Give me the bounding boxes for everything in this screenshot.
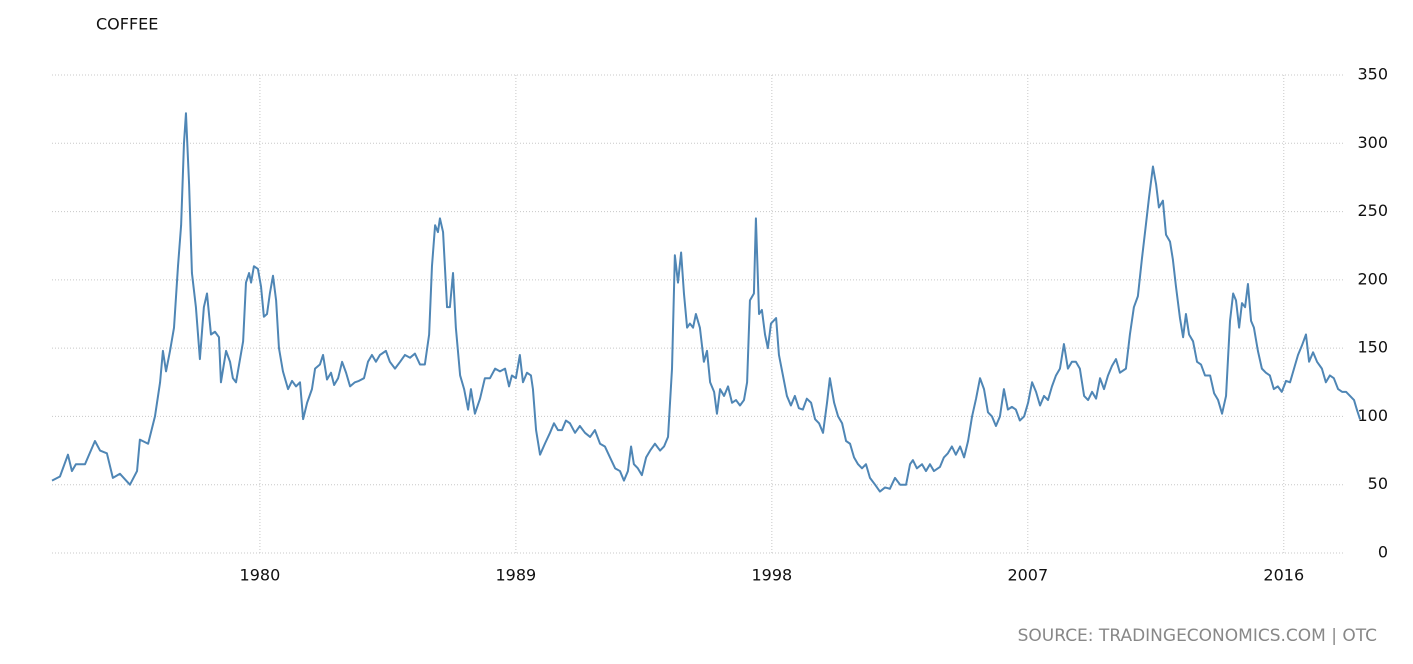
x-tick-label: 2016 xyxy=(1263,566,1304,585)
y-tick-label: 0 xyxy=(1378,543,1388,562)
chart-title: COFFEE xyxy=(96,15,158,34)
y-tick-label: 200 xyxy=(1357,269,1388,288)
source: SOURCE: TRADINGECONOMICS.COM | OTC xyxy=(1018,626,1377,646)
x-tick-label: 1989 xyxy=(496,566,537,585)
x-tick-label: 2007 xyxy=(1007,566,1048,585)
x-tick-label: 1980 xyxy=(240,566,281,585)
y-tick-label: 100 xyxy=(1357,406,1388,425)
x-tick-label: 1998 xyxy=(751,566,792,585)
y-tick-label: 300 xyxy=(1357,133,1388,152)
y-tick-label: 350 xyxy=(1357,65,1388,84)
y-tick-label: 50 xyxy=(1368,474,1388,493)
y-tick-label: 250 xyxy=(1357,201,1388,220)
price-line xyxy=(51,112,1361,493)
y-tick-label: 150 xyxy=(1357,338,1388,357)
